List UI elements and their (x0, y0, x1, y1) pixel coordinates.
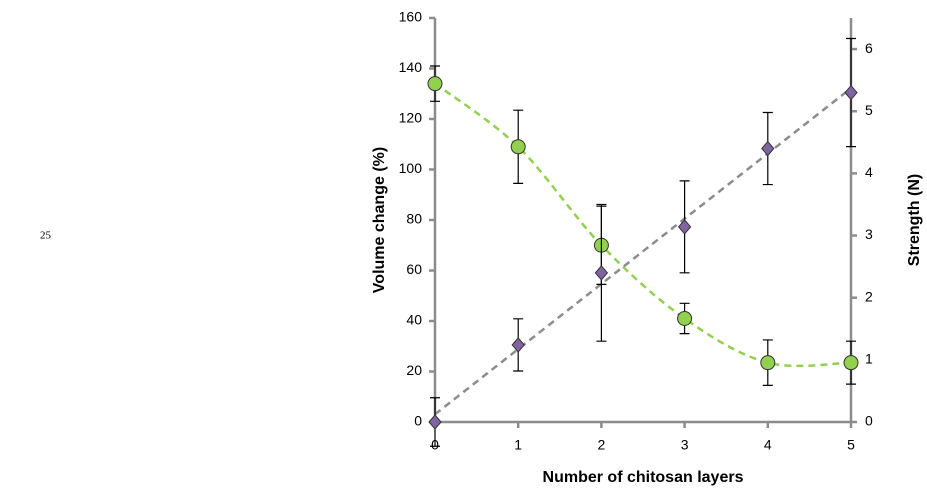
trend-line (434, 82, 852, 368)
x-axis-title: Number of chitosan layers (543, 469, 744, 486)
y-tick-label: 160 (399, 9, 423, 25)
y2-tick-label: 6 (865, 40, 873, 56)
y2-axis-title: Strength (N) (906, 174, 923, 266)
point (761, 140, 775, 157)
y2-tick-label: 3 (865, 226, 873, 242)
y-tick-label: 140 (399, 59, 423, 75)
point (760, 355, 776, 371)
y-tick-label: 80 (406, 211, 422, 227)
x-tick-label: 4 (764, 437, 772, 453)
x-tick-label: 2 (598, 437, 606, 453)
x-tick-label: 1 (514, 437, 522, 453)
y2-tick-label: 5 (865, 102, 873, 118)
y-axis-title: Volume change (%) (371, 147, 388, 293)
y-tick-label: 40 (406, 312, 422, 328)
y-tick-label: 120 (399, 110, 423, 126)
point (428, 414, 442, 430)
y2-tick-label: 1 (865, 351, 873, 367)
point (427, 76, 443, 92)
point (510, 139, 526, 155)
annotation: 25 (40, 230, 52, 242)
point (594, 265, 609, 281)
y-tick-label: 60 (406, 261, 422, 277)
point (844, 84, 858, 101)
point (677, 310, 693, 326)
point (843, 355, 859, 371)
point (677, 219, 692, 235)
y2-tick-label: 4 (865, 164, 873, 180)
y2-tick-label: 2 (865, 288, 873, 304)
x-tick-label: 5 (847, 437, 855, 453)
trend-line (434, 87, 852, 416)
y2-tick-label: 0 (865, 413, 873, 429)
y-tick-label: 100 (399, 160, 423, 176)
y-tick-label: 0 (414, 413, 422, 429)
y-tick-label: 20 (406, 362, 422, 378)
point (511, 337, 525, 353)
x-tick-label: 3 (681, 437, 689, 453)
